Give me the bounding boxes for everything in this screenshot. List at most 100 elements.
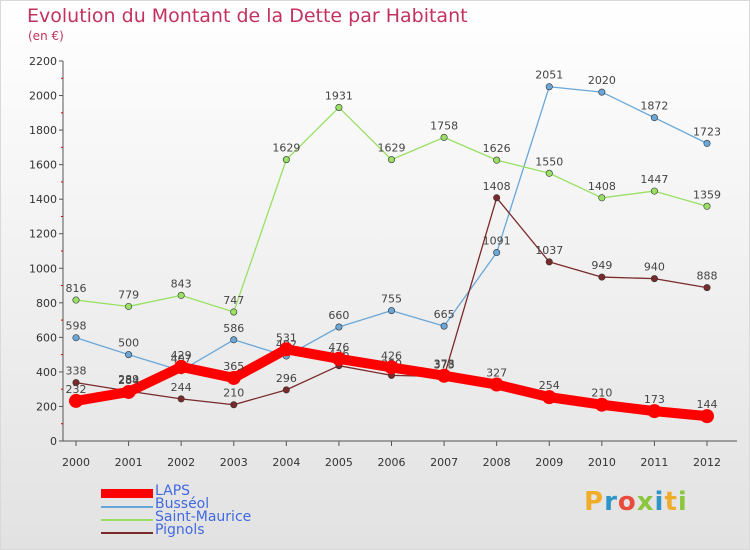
logo-letter: P <box>584 487 605 517</box>
y-tick-label: 1200 <box>29 228 57 241</box>
y-tick-label: 1800 <box>29 124 57 137</box>
data-label: 1447 <box>640 173 668 186</box>
data-label: 500 <box>118 337 139 350</box>
data-label: 1629 <box>378 142 406 155</box>
y-tick-label: 400 <box>36 366 57 379</box>
data-label: 378 <box>434 358 455 371</box>
data-point <box>493 194 501 202</box>
data-point <box>387 307 395 315</box>
x-tick-label: 2010 <box>588 456 616 469</box>
data-point <box>72 296 80 304</box>
data-point <box>493 249 501 257</box>
data-label: 2020 <box>588 74 616 87</box>
logo-letter: i <box>654 487 665 517</box>
data-point <box>650 114 658 122</box>
data-label: 1408 <box>483 180 511 193</box>
data-label: 373 <box>434 359 455 372</box>
legend-swatch <box>101 489 153 498</box>
data-label: 779 <box>118 288 139 301</box>
data-point <box>331 351 346 366</box>
data-point <box>282 386 290 394</box>
x-tick-label: 2011 <box>640 456 668 469</box>
data-label: 531 <box>276 331 297 344</box>
data-label: 660 <box>328 309 349 322</box>
data-point <box>125 351 133 359</box>
data-label: 755 <box>381 293 402 306</box>
x-tick-label: 2009 <box>535 456 563 469</box>
data-label: 1629 <box>272 142 300 155</box>
y-tick-label: 600 <box>36 331 57 344</box>
data-label: 144 <box>697 398 718 411</box>
data-label: 888 <box>697 270 718 283</box>
data-label: 816 <box>66 282 87 295</box>
data-point <box>647 404 662 419</box>
data-point <box>72 334 80 342</box>
data-point <box>598 273 606 281</box>
y-tick-label: 200 <box>36 400 57 413</box>
data-label: 173 <box>644 393 665 406</box>
data-label: 1359 <box>693 188 721 201</box>
y-tick-label: 1400 <box>29 193 57 206</box>
data-label: 949 <box>591 259 612 272</box>
chart-subtitle: (en €) <box>28 29 64 43</box>
x-tick-label: 2000 <box>62 456 90 469</box>
data-point <box>440 133 448 141</box>
y-tick-label: 0 <box>50 435 57 448</box>
data-point <box>703 202 711 210</box>
data-label: 586 <box>223 322 244 335</box>
data-label: 1091 <box>483 235 511 248</box>
data-label: 476 <box>328 341 349 354</box>
logo-letter: t <box>664 487 678 517</box>
data-point <box>335 323 343 331</box>
series-line-1 <box>75 86 708 372</box>
data-label: 1037 <box>535 244 563 257</box>
data-point <box>174 359 189 374</box>
legend-label: Saint-Maurice <box>155 509 252 525</box>
data-label: 940 <box>644 261 665 274</box>
legend-label: Pignols <box>155 522 205 538</box>
legend-swatch <box>101 506 153 508</box>
data-label: 1758 <box>430 119 458 132</box>
legend-label: Busséol <box>155 496 210 512</box>
x-tick-label: 2004 <box>272 456 300 469</box>
data-label: 1626 <box>483 142 511 155</box>
data-label: 338 <box>66 365 87 378</box>
legend-item: Busséol <box>101 496 321 514</box>
data-point <box>335 103 343 111</box>
data-label: 284 <box>118 374 139 387</box>
data-point <box>230 401 238 409</box>
data-point <box>437 368 452 383</box>
legend-item: LAPS <box>101 483 321 501</box>
data-point <box>650 275 658 283</box>
data-point <box>72 379 80 387</box>
y-tick-label: 2000 <box>29 90 57 103</box>
data-point <box>177 291 185 299</box>
data-point <box>703 139 711 147</box>
y-tick-label: 2200 <box>29 55 57 68</box>
data-label: 289 <box>118 373 139 386</box>
data-point <box>542 390 557 405</box>
data-label: 254 <box>539 379 560 392</box>
legend-item: Saint-Maurice <box>101 509 321 527</box>
data-point <box>703 284 711 292</box>
data-point <box>700 409 714 424</box>
x-tick-label: 2007 <box>430 456 458 469</box>
data-label: 210 <box>591 387 612 400</box>
logo-letter: r <box>604 487 618 517</box>
legend-swatch <box>101 519 153 521</box>
legend-label: LAPS <box>155 483 191 499</box>
data-point <box>650 187 658 195</box>
y-tick-label: 800 <box>36 297 57 310</box>
data-label: 843 <box>171 277 192 290</box>
x-tick-label: 2002 <box>167 456 195 469</box>
data-label: 429 <box>171 349 192 362</box>
logo-letter: x <box>636 487 655 517</box>
data-point <box>594 397 609 412</box>
data-point <box>545 83 553 91</box>
data-point <box>387 156 395 164</box>
logo-letter: o <box>617 487 637 517</box>
x-tick-label: 2005 <box>325 456 353 469</box>
data-label: 1723 <box>693 125 721 138</box>
